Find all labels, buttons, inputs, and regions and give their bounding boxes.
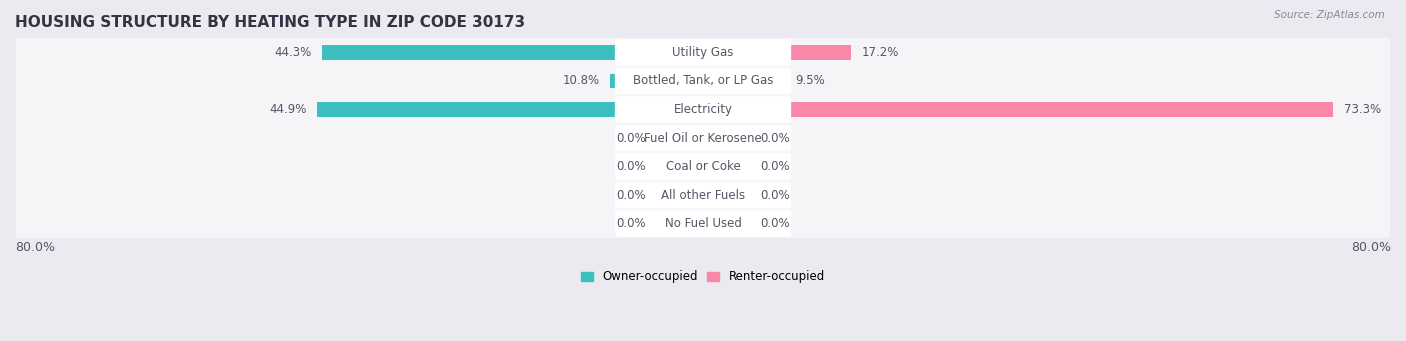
Text: 0.0%: 0.0% (616, 160, 645, 173)
Text: HOUSING STRUCTURE BY HEATING TYPE IN ZIP CODE 30173: HOUSING STRUCTURE BY HEATING TYPE IN ZIP… (15, 15, 524, 30)
Text: 0.0%: 0.0% (761, 189, 790, 202)
Bar (703, 131, 751, 145)
Text: All other Fuels: All other Fuels (661, 189, 745, 202)
Bar (703, 102, 1333, 117)
Bar (610, 74, 703, 88)
Text: 0.0%: 0.0% (616, 189, 645, 202)
Text: 0.0%: 0.0% (761, 217, 790, 230)
Bar (655, 131, 703, 145)
Bar (703, 217, 751, 231)
Text: 10.8%: 10.8% (562, 74, 600, 87)
FancyBboxPatch shape (614, 182, 792, 208)
FancyBboxPatch shape (15, 30, 1391, 75)
Text: 17.2%: 17.2% (862, 46, 898, 59)
Text: 44.3%: 44.3% (274, 46, 312, 59)
Text: 9.5%: 9.5% (794, 74, 825, 87)
Text: 0.0%: 0.0% (761, 160, 790, 173)
Text: 73.3%: 73.3% (1344, 103, 1381, 116)
FancyBboxPatch shape (15, 116, 1391, 161)
Text: Coal or Coke: Coal or Coke (665, 160, 741, 173)
Text: 0.0%: 0.0% (761, 132, 790, 145)
Text: Source: ZipAtlas.com: Source: ZipAtlas.com (1274, 10, 1385, 20)
Bar (655, 217, 703, 231)
Text: 0.0%: 0.0% (616, 132, 645, 145)
FancyBboxPatch shape (614, 153, 792, 180)
FancyBboxPatch shape (614, 39, 792, 66)
FancyBboxPatch shape (15, 58, 1391, 103)
Text: Electricity: Electricity (673, 103, 733, 116)
FancyBboxPatch shape (614, 125, 792, 151)
Bar (316, 102, 703, 117)
FancyBboxPatch shape (614, 68, 792, 94)
Bar (703, 159, 751, 174)
Text: Fuel Oil or Kerosene: Fuel Oil or Kerosene (644, 132, 762, 145)
FancyBboxPatch shape (15, 144, 1391, 189)
Bar (655, 159, 703, 174)
Text: 0.0%: 0.0% (616, 217, 645, 230)
FancyBboxPatch shape (614, 210, 792, 237)
Legend: Owner-occupied, Renter-occupied: Owner-occupied, Renter-occupied (576, 266, 830, 288)
Text: 44.9%: 44.9% (269, 103, 307, 116)
Text: Bottled, Tank, or LP Gas: Bottled, Tank, or LP Gas (633, 74, 773, 87)
FancyBboxPatch shape (614, 96, 792, 123)
Text: Utility Gas: Utility Gas (672, 46, 734, 59)
Text: 80.0%: 80.0% (1351, 241, 1391, 254)
FancyBboxPatch shape (15, 87, 1391, 132)
FancyBboxPatch shape (15, 173, 1391, 218)
Bar (703, 188, 751, 202)
Bar (703, 74, 785, 88)
FancyBboxPatch shape (15, 201, 1391, 246)
Text: 80.0%: 80.0% (15, 241, 55, 254)
Bar (322, 45, 703, 60)
Bar (703, 45, 851, 60)
Text: No Fuel Used: No Fuel Used (665, 217, 741, 230)
Bar (655, 188, 703, 202)
